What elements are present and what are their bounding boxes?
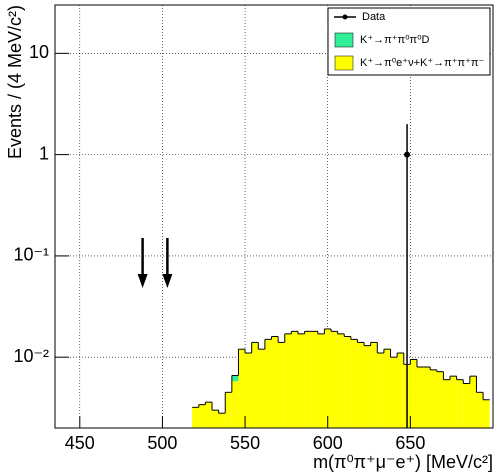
legend-box — [327, 7, 491, 76]
bar — [364, 345, 371, 428]
bar — [212, 410, 219, 428]
bar — [291, 331, 298, 428]
x-tick-label: 600 — [313, 433, 343, 453]
legend-label: Data — [362, 11, 386, 23]
bar — [463, 383, 470, 428]
x-tick-label: 650 — [395, 433, 425, 453]
overlay: 450 500 550 600 650 10⁻² 10⁻¹ 1 10 Data K⁺→π⁺π⁰π⁰D… — [13, 4, 494, 453]
bar — [397, 353, 404, 428]
x-axis-title: m(π⁰π⁺μ⁻e⁺) [MeV/c²] — [313, 452, 493, 472]
bar — [205, 402, 213, 428]
bar — [284, 333, 292, 428]
bar — [317, 333, 325, 428]
y-tick-label: 10⁻² — [13, 346, 49, 366]
y-tick-label: 10 — [29, 42, 49, 62]
bar — [430, 369, 437, 428]
bar — [483, 399, 490, 428]
data-point — [404, 151, 411, 158]
bar — [469, 376, 477, 428]
bar — [357, 342, 365, 428]
y-tick-label: 10⁻¹ — [13, 245, 49, 265]
bar — [410, 359, 417, 428]
bar — [231, 381, 239, 428]
frame — [54, 4, 494, 429]
legend-label: K⁺→π⁰e⁺ν+K⁺→π⁺π⁺π⁻ — [360, 57, 485, 69]
bar — [350, 339, 358, 428]
bar — [377, 353, 384, 428]
bar — [304, 331, 312, 428]
arrow-head — [137, 274, 148, 288]
bar — [456, 379, 464, 428]
bar — [198, 404, 206, 428]
x-tick-label: 450 — [65, 433, 95, 453]
y-tick-label: 1 — [39, 143, 49, 163]
x-tick-label: 550 — [230, 433, 260, 453]
plot-area — [55, 5, 493, 428]
bar — [331, 331, 338, 428]
bar — [344, 336, 351, 428]
legend-swatch — [334, 32, 354, 48]
bar — [245, 353, 252, 428]
bar — [251, 342, 259, 428]
bar — [324, 328, 332, 428]
y-axis-title: Events / (4 MeV/c²) — [5, 5, 25, 159]
bar — [423, 367, 431, 428]
bar — [278, 342, 285, 428]
legend-marker — [342, 14, 348, 20]
bar — [416, 367, 424, 428]
arrow-head — [162, 274, 173, 288]
bar — [311, 331, 318, 428]
bar — [238, 349, 246, 428]
bar — [258, 349, 265, 428]
bar — [297, 333, 305, 428]
bar — [450, 376, 457, 428]
legend-swatch — [334, 55, 354, 71]
bar — [383, 349, 391, 428]
bar — [390, 357, 398, 428]
bar — [231, 375, 239, 382]
bar — [476, 392, 484, 428]
bar — [264, 339, 272, 428]
x-tick-label: 500 — [147, 433, 177, 453]
bar — [443, 379, 451, 428]
bar — [271, 336, 279, 428]
bar — [436, 371, 444, 428]
bar — [192, 407, 199, 428]
bar — [337, 333, 345, 428]
bar — [370, 342, 378, 428]
legend-label: K⁺→π⁺π⁰π⁰D — [360, 34, 430, 46]
bar — [225, 392, 232, 428]
bar — [218, 413, 226, 428]
